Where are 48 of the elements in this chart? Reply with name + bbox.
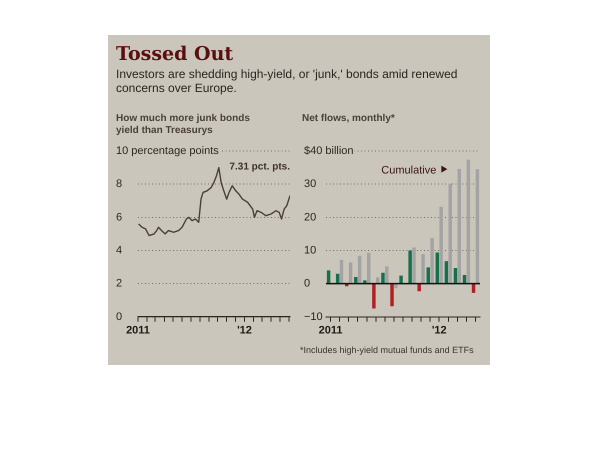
y-tick-label: $40 billion: [304, 145, 354, 158]
bar: [408, 250, 412, 284]
y-tick-label: 20: [304, 211, 316, 224]
bar: [399, 276, 403, 284]
x-tick-label: 2011: [126, 324, 150, 336]
bar: [430, 238, 434, 284]
y-tick-label: −10: [304, 310, 323, 323]
bar: [436, 252, 440, 284]
y-axis-title: How much more junk bonds yield than Treasurys: [116, 113, 251, 137]
bar: [439, 206, 443, 284]
y-tick-label: 0: [116, 310, 122, 323]
bar: [336, 274, 340, 284]
x-tick-label: '12: [432, 324, 447, 336]
chart-subtitle: Investors are shedding high-yield, or 'junk,' bonds amid renewed concerns over Europe.: [116, 67, 458, 95]
bar: [366, 252, 370, 284]
annotation: 7.31 pct. pts.: [229, 162, 290, 173]
text: *Includes high-yield mutual funds and ETFs: [300, 345, 474, 355]
bar: [426, 267, 430, 284]
bar: [385, 266, 389, 284]
bar: [372, 284, 376, 309]
bar: [472, 284, 476, 293]
bar: [326, 270, 330, 284]
y-tick-label: 0: [304, 278, 310, 290]
bar: [454, 268, 458, 284]
y-tick-label: 10 percentage points: [116, 145, 220, 158]
bar: [421, 254, 425, 284]
x-tick-label: '12: [237, 324, 252, 336]
bar: [448, 183, 452, 284]
bar: [354, 277, 358, 284]
bar: [358, 256, 362, 284]
bar: [444, 261, 448, 284]
x-tick-label: 2011: [318, 324, 342, 336]
chart-title: Net flows, monthly*: [302, 113, 396, 125]
bar: [417, 284, 421, 292]
y-tick-label: 2: [116, 278, 122, 290]
chart-title: Tossed Out: [116, 43, 234, 65]
y-tick-label: 8: [116, 178, 122, 190]
bar: [476, 169, 480, 284]
y-tick-label: 4: [116, 244, 122, 257]
bar: [458, 168, 462, 284]
y-tick-label: 10: [304, 244, 316, 257]
bar: [376, 277, 380, 284]
bar: [381, 272, 385, 284]
y-tick-label: 30: [304, 178, 316, 190]
bar: [348, 262, 352, 284]
bar: [466, 160, 470, 284]
y-tick-label: 6: [116, 211, 122, 224]
series-label: Cumulative: [381, 164, 436, 177]
